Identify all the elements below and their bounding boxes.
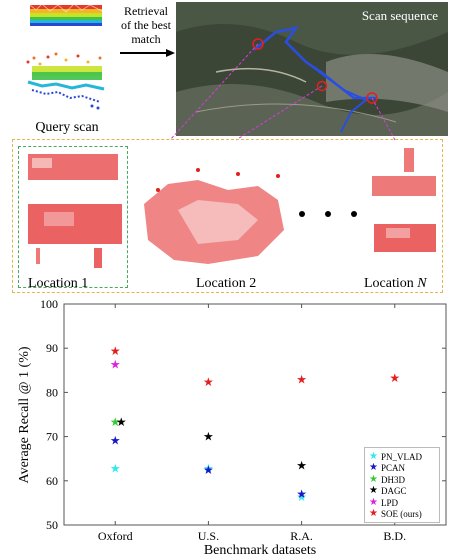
query-scan-label: Query scan xyxy=(35,120,99,135)
plot-frame xyxy=(63,303,447,526)
legend-item: ★ DAGC xyxy=(365,486,439,498)
aerial-map: Scan sequence xyxy=(176,2,448,136)
point-dagc-ra: ★ xyxy=(296,458,307,472)
query-scan-top-view xyxy=(29,3,103,26)
point-pcan-us: ★ xyxy=(203,463,214,477)
point-pcan-oxford: ★ xyxy=(110,434,121,448)
legend-item: ★ PN_VLAD xyxy=(365,451,439,463)
x-tick-label: B.D. xyxy=(383,529,406,543)
location-2-label: Location 2 xyxy=(196,276,257,291)
y-tick-label: 100 xyxy=(40,298,58,311)
match-circle-1 xyxy=(252,38,264,50)
point-pn-vlad-ra: ★ xyxy=(296,490,307,504)
legend-item: ★ LPD xyxy=(365,497,439,509)
point-soe-ours-bd: ★ xyxy=(389,371,400,385)
legend-item: ★ PCAN xyxy=(365,463,439,475)
locations-frame xyxy=(12,139,443,293)
location-n-cloud xyxy=(372,148,436,252)
point-pcan-ra: ★ xyxy=(296,487,307,501)
location-1-cloud xyxy=(28,154,122,268)
best-match-frame xyxy=(18,146,128,288)
location-1-label: Location 1 xyxy=(28,276,89,291)
x-tick-label: U.S. xyxy=(198,529,219,543)
legend-star-icon: ★ xyxy=(369,485,378,497)
legend-label: SOE (ours) xyxy=(381,509,422,520)
y-tick-label: 70 xyxy=(46,430,58,444)
connector-lines xyxy=(169,43,396,141)
retrieval-arrow xyxy=(120,49,175,57)
x-tick-label: R.A. xyxy=(290,529,313,543)
legend-item: ★ DH3D xyxy=(365,474,439,486)
y-tick-label: 50 xyxy=(46,518,58,532)
legend-label: LPD xyxy=(381,497,399,508)
retrieval-label: Retrieval of the best match xyxy=(121,4,171,46)
y-tick-label: 80 xyxy=(46,385,58,399)
chart-axes xyxy=(63,303,447,526)
scan-sequence-title: Scan sequence xyxy=(361,8,438,23)
point-soe-ours-oxford: ★ xyxy=(110,344,121,358)
y-axis-label: Average Recall @ 1 (%) xyxy=(17,346,32,483)
point-dh3d-oxford: ★ xyxy=(110,415,121,429)
point-pn-vlad-oxford: ★ xyxy=(110,461,121,475)
location-n-label: Location N xyxy=(364,276,427,291)
chart-points: ★★★★★★★★★★★★★★★★★★ xyxy=(110,344,400,504)
legend-item: ★ SOE (ours) xyxy=(365,509,439,521)
point-dagc-oxford: ★ xyxy=(116,415,127,429)
match-circle-2 xyxy=(316,80,328,92)
y-tick-label: 90 xyxy=(46,341,58,355)
legend-star-icon: ★ xyxy=(369,473,378,485)
query-scan-side-view xyxy=(26,52,105,110)
legend-label: PN_VLAD xyxy=(381,451,423,462)
point-dagc-us: ★ xyxy=(203,430,214,444)
ellipsis-dots xyxy=(299,211,357,217)
x-tick-label: Oxford xyxy=(98,529,133,543)
point-soe-ours-ra: ★ xyxy=(296,373,307,387)
legend-star-icon: ★ xyxy=(369,462,378,474)
y-tick-label: 60 xyxy=(46,474,58,488)
legend-label: DAGC xyxy=(381,486,407,497)
location-2-cloud xyxy=(144,168,284,264)
chart-legend: ★ PN_VLAD ★ PCAN ★ DH3D ★ DAGC ★ LPD ★ SOE (ours) xyxy=(364,447,440,523)
point-lpd-oxford: ★ xyxy=(110,358,121,372)
point-pn-vlad-us: ★ xyxy=(203,461,214,475)
match-circle-3 xyxy=(366,92,378,104)
legend-label: DH3D xyxy=(381,474,405,485)
legend-label: PCAN xyxy=(381,463,406,474)
chart-ticks: 50 60 70 80 90 100 Oxford U.S. R.A. B.D. xyxy=(40,298,446,543)
legend-star-icon: ★ xyxy=(369,508,378,520)
legend-star-icon: ★ xyxy=(369,450,378,462)
point-soe-ours-us: ★ xyxy=(203,375,214,389)
legend-star-icon: ★ xyxy=(369,496,378,508)
aerial-map-image xyxy=(176,2,448,136)
x-axis-label: Benchmark datasets xyxy=(204,543,316,558)
query-scan-image xyxy=(26,3,105,110)
